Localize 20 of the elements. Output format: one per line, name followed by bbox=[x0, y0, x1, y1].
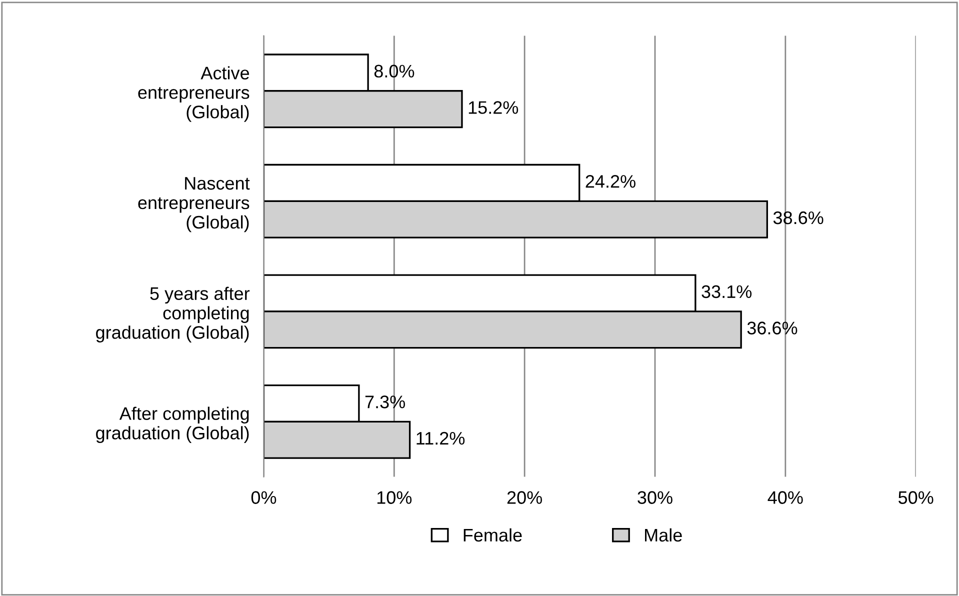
x-tick-label: 20% bbox=[507, 491, 542, 504]
x-tick-label: 40% bbox=[768, 491, 803, 504]
data-label: 24.2% bbox=[586, 175, 636, 188]
data-label: 11.2% bbox=[416, 432, 465, 445]
x-tick-label: 10% bbox=[377, 491, 412, 504]
y-tick-label: 5 years after completing graduation (Global) bbox=[96, 286, 250, 342]
legend-label: Female bbox=[464, 528, 522, 542]
data-label: 36.6% bbox=[747, 322, 798, 334]
data-label: 8.0% bbox=[374, 64, 414, 78]
y-tick-label: Nascent entrepreneurs (Global) bbox=[138, 177, 250, 232]
x-tick-label: 30% bbox=[638, 491, 672, 504]
data-label: 15.2% bbox=[468, 101, 518, 114]
data-label: 7.3% bbox=[365, 396, 405, 408]
y-tick-label: After completing graduation (Global) bbox=[96, 406, 249, 443]
x-tick-label: 50% bbox=[898, 491, 934, 504]
data-label: 33.1% bbox=[702, 285, 752, 298]
x-tick-label: 0% bbox=[251, 491, 276, 504]
y-tick-label: Active entrepreneurs (Global) bbox=[138, 66, 250, 122]
legend-label: Male bbox=[645, 528, 682, 542]
data-label: 38.6% bbox=[773, 211, 824, 224]
